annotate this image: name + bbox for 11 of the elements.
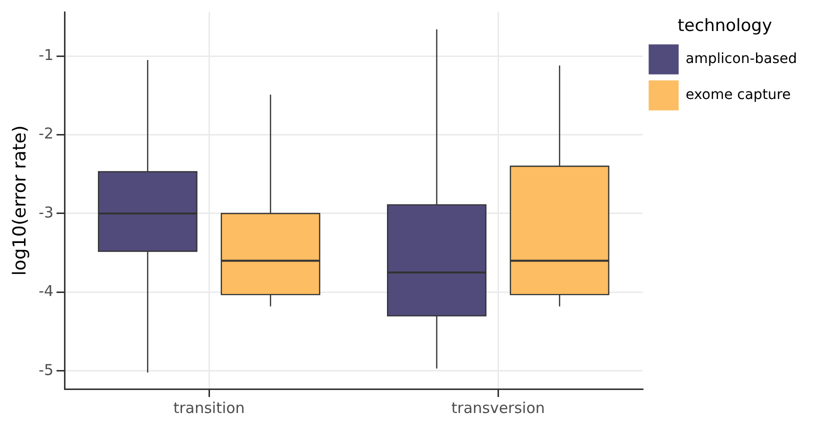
y-axis-title: log10(error rate) — [9, 125, 30, 276]
y-tick-label: -2 — [38, 124, 54, 143]
legend-title: technology — [678, 16, 772, 36]
y-tick-label: -1 — [38, 46, 54, 64]
x-tick-label: transition — [173, 398, 245, 417]
y-tick-label: -5 — [38, 360, 54, 379]
y-tick-label: -4 — [38, 282, 54, 300]
y-tick-label: -3 — [38, 203, 54, 222]
legend-label: amplicon-based — [686, 51, 798, 68]
x-tick-label: transversion — [451, 398, 545, 417]
legend-label: exome capture — [686, 87, 791, 104]
